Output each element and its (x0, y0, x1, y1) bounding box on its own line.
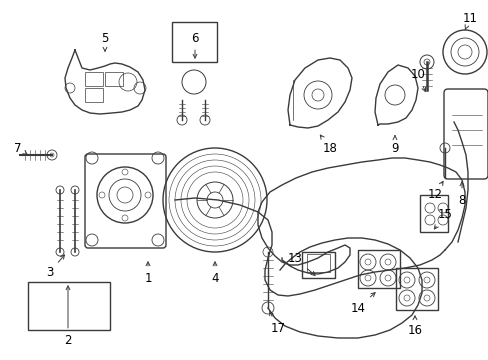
Bar (105, 72, 123, 86)
Bar (419, 195, 447, 232)
Bar (306, 254, 329, 272)
Text: 11: 11 (462, 12, 476, 30)
Text: 17: 17 (269, 311, 285, 334)
Bar (172, 22, 217, 62)
Text: 15: 15 (433, 208, 451, 229)
Text: 13: 13 (287, 252, 314, 275)
Text: 1: 1 (144, 262, 151, 284)
Text: 10: 10 (410, 68, 425, 91)
Text: 7: 7 (14, 141, 27, 154)
Bar (85, 88, 103, 102)
Text: 2: 2 (64, 286, 72, 346)
Bar (302, 252, 334, 278)
Text: 4: 4 (211, 262, 218, 284)
Text: 16: 16 (407, 316, 422, 337)
Text: 6: 6 (191, 31, 198, 58)
Text: 3: 3 (46, 255, 64, 279)
Text: 18: 18 (320, 135, 337, 154)
Text: 5: 5 (101, 31, 108, 51)
Text: 12: 12 (427, 181, 442, 202)
Text: 14: 14 (350, 293, 374, 315)
Bar (28, 282, 110, 330)
Text: 8: 8 (457, 182, 465, 207)
Bar (85, 72, 103, 86)
Text: 9: 9 (390, 136, 398, 154)
Bar (395, 268, 437, 310)
Bar (357, 250, 399, 288)
